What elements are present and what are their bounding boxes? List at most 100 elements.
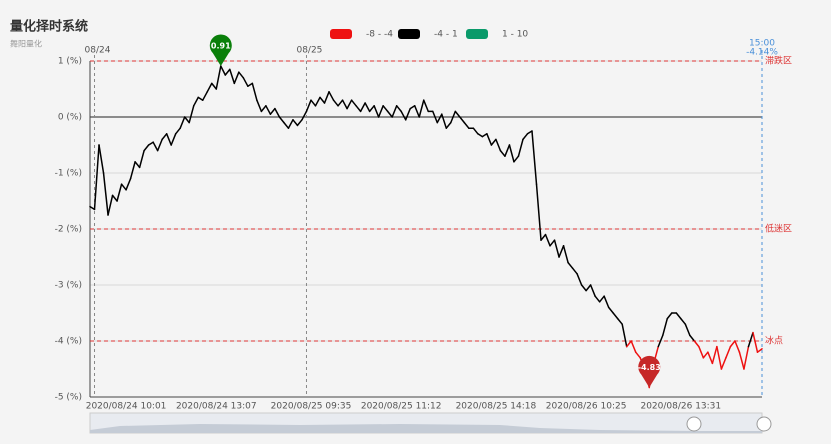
line-segment	[707, 351, 714, 365]
line-segment	[229, 68, 236, 85]
line-segment	[662, 317, 669, 337]
line-segment	[576, 273, 583, 286]
line-segment	[386, 110, 393, 118]
line-segment	[98, 144, 105, 174]
line-segment	[747, 331, 754, 348]
line-segment	[323, 91, 330, 104]
line-segment	[305, 99, 312, 113]
line-segment	[287, 119, 294, 129]
line-segment	[495, 138, 502, 152]
line-segment	[102, 172, 109, 216]
line-segment	[400, 110, 407, 121]
day-label: 08/25	[296, 46, 322, 56]
line-segment	[143, 144, 150, 152]
line-segment	[634, 351, 641, 359]
y-tick-label: -1 (%)	[55, 169, 82, 179]
line-segment	[129, 161, 136, 180]
x-tick-label: 2020/08/24 10:01	[86, 402, 167, 412]
zoom-handle[interactable]	[686, 416, 702, 432]
line-segment	[152, 141, 159, 152]
line-segment	[585, 284, 592, 292]
line-segment	[107, 194, 114, 216]
line-segment	[156, 138, 163, 152]
line-segment	[689, 334, 696, 342]
line-segment	[598, 295, 605, 303]
line-segment	[472, 127, 479, 135]
line-segment	[319, 96, 326, 104]
line-segment	[93, 144, 100, 211]
line-segment	[395, 105, 402, 113]
line-segment	[328, 91, 335, 101]
line-segment	[711, 345, 718, 365]
legend-swatch	[466, 29, 488, 39]
line-segment	[594, 295, 601, 303]
data-zoom[interactable]	[89, 412, 772, 434]
line-segment	[188, 105, 195, 124]
line-segment	[278, 116, 285, 124]
line-segment	[174, 127, 181, 135]
line-segment	[404, 107, 411, 121]
line-segment	[540, 233, 547, 241]
line-segment	[432, 110, 439, 124]
last-value: -4.14%	[746, 48, 778, 58]
line-segment	[558, 245, 565, 258]
line-segment	[450, 110, 457, 124]
line-segment	[680, 317, 687, 325]
mark-line-label: 滞跌区	[765, 56, 792, 67]
line-segment	[111, 194, 118, 202]
line-segment	[531, 130, 538, 185]
line-segment	[337, 99, 344, 107]
line-segment	[463, 121, 470, 129]
line-segment	[256, 99, 263, 113]
pin	[209, 34, 232, 67]
line-segment	[125, 177, 132, 191]
mark-line-label: 低迷区	[765, 223, 792, 235]
line-segment	[698, 345, 705, 359]
x-tick-label: 2020/08/25 09:35	[271, 402, 352, 412]
line-segment	[454, 110, 461, 118]
legend-label: -8 - -4	[366, 30, 393, 40]
x-tick-label: 2020/08/25 11:12	[361, 402, 442, 412]
zoom-shadow	[90, 424, 762, 433]
x-tick-label: 2020/08/26 10:25	[546, 402, 627, 412]
line-segment	[508, 144, 515, 163]
y-tick-label: 0 (%)	[58, 113, 82, 123]
line-segment	[251, 82, 258, 101]
line-segment	[526, 130, 533, 135]
y-tick-label: 1 (%)	[58, 57, 82, 67]
pin	[638, 355, 661, 388]
line-segment	[238, 71, 245, 79]
y-tick-label: -2 (%)	[55, 225, 82, 235]
chart-subtitle: 舞阳量化	[10, 39, 42, 49]
line-segment	[260, 105, 267, 113]
line-segment	[729, 340, 736, 348]
line-segment	[183, 116, 190, 124]
line-segment	[580, 284, 587, 292]
line-segment	[220, 65, 227, 76]
end-time: 15:00	[749, 39, 775, 49]
line-segment	[301, 110, 308, 121]
line-segment	[553, 239, 560, 258]
line-segment	[589, 284, 596, 297]
line-segment	[89, 205, 96, 211]
line-segment	[296, 119, 303, 127]
chart-title: 量化择时系统	[10, 19, 88, 35]
zoom-handle[interactable]	[756, 416, 772, 432]
line-segment	[499, 149, 506, 157]
line-segment	[504, 144, 511, 157]
line-segment	[752, 331, 759, 353]
day-label: 08/24	[85, 46, 111, 56]
line-segment	[567, 261, 574, 269]
pin-label: -4.83	[638, 363, 661, 372]
line-segment	[684, 323, 691, 337]
line-segment	[269, 107, 276, 115]
line-segment	[274, 107, 281, 118]
line-segment	[341, 99, 348, 110]
line-segment	[346, 99, 353, 110]
line-segment	[571, 267, 578, 275]
x-tick-label: 2020/08/25 14:18	[456, 402, 537, 412]
line-segment	[459, 116, 466, 124]
line-segment	[607, 306, 614, 314]
line-segment	[738, 351, 745, 370]
